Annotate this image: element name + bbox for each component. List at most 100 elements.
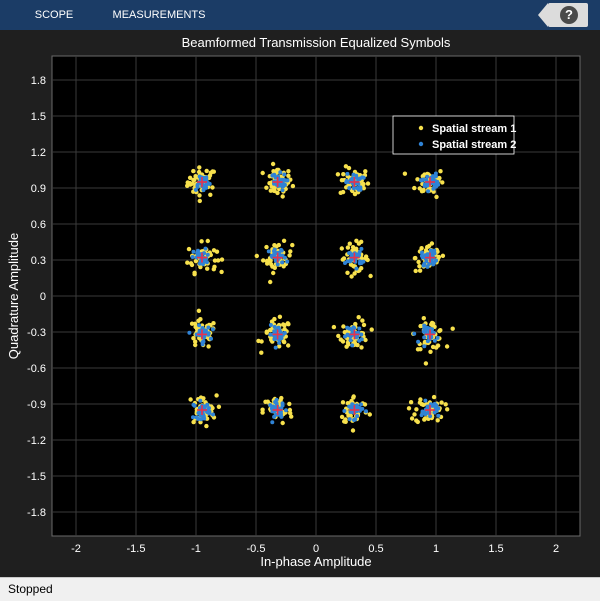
data-point-stream2 [428,414,433,419]
data-point-stream1 [415,177,420,182]
y-tick-label: -1.2 [27,435,46,447]
data-point-stream2 [342,409,347,413]
data-point-stream1 [206,344,211,349]
data-point-stream2 [273,412,278,417]
data-point-stream2 [347,404,352,409]
data-point-stream2 [205,252,210,257]
data-point-stream2 [206,325,211,330]
data-point-stream1 [444,344,450,349]
data-point-stream2 [356,177,361,182]
data-point-stream1 [267,181,272,186]
data-point-stream2 [359,246,364,251]
data-point-stream2 [193,187,198,192]
status-bar: Stopped [0,577,600,601]
data-point-stream1 [286,169,291,174]
data-point-stream2 [419,413,424,418]
data-point-stream2 [421,263,426,268]
data-point-stream2 [422,335,427,340]
data-point-stream1 [412,412,417,417]
x-axis-label: In-phase Amplitude [260,554,371,569]
data-point-stream1 [196,169,202,175]
data-point-stream2 [203,404,208,409]
data-point-stream1 [287,407,293,413]
data-point-stream1 [338,337,343,342]
data-point-stream1 [205,238,210,244]
data-point-stream1 [438,169,443,174]
data-point-stream2 [418,178,423,183]
data-point-stream2 [433,171,438,176]
data-point-stream2 [430,259,435,264]
data-point-stream2 [357,338,362,343]
data-point-stream1 [430,321,436,326]
legend[interactable]: Spatial stream 1 Spatial stream 2 [392,115,516,155]
data-point-stream2 [272,249,276,254]
tab-measurements[interactable]: MEASUREMENTS [112,9,206,21]
data-point-stream2 [197,323,202,328]
data-point-stream1 [367,412,372,417]
data-point-stream2 [196,248,200,253]
data-point-stream2 [273,175,278,180]
data-point-stream1 [414,407,419,412]
data-point-stream1 [351,394,356,399]
data-point-stream1 [196,318,201,323]
y-tick-label: -1.8 [27,507,46,519]
legend-label-stream2: Spatial stream 2 [432,139,516,151]
data-point-stream2 [200,342,205,347]
toolbar: SCOPE MEASUREMENTS ? [0,0,600,30]
data-point-stream1 [269,262,274,267]
data-point-stream1 [193,339,198,344]
data-point-stream1 [264,244,269,250]
data-point-stream1 [368,273,373,279]
data-point-stream2 [347,186,352,191]
data-point-stream1 [191,419,196,425]
data-point-stream2 [348,409,353,414]
data-point-stream2 [423,398,428,403]
tab-scope[interactable]: SCOPE [34,9,74,21]
data-point-stream2 [347,326,352,331]
data-point-stream1 [197,198,202,204]
data-point-stream1 [431,189,436,194]
help-button[interactable]: ? [538,3,588,27]
data-point-stream1 [286,173,291,178]
data-point-stream1 [421,316,426,321]
data-point-stream1 [419,402,424,407]
data-point-stream1 [406,406,412,411]
data-point-stream1 [263,399,268,404]
data-point-stream2 [412,331,417,336]
data-point-stream1 [361,322,367,328]
data-point-stream1 [268,188,273,193]
y-tick-label: -0.3 [27,327,46,339]
data-point-stream2 [279,248,284,253]
data-point-stream2 [272,334,277,339]
data-point-stream1 [402,171,408,176]
data-point-stream1 [409,416,415,421]
data-point-stream2 [347,251,352,256]
data-point-stream1 [214,393,219,398]
data-point-stream1 [193,258,199,264]
data-point-stream1 [277,344,282,349]
data-point-stream1 [362,402,368,407]
data-point-stream1 [363,337,368,343]
data-point-stream1 [287,253,292,258]
data-point-stream1 [191,336,196,341]
data-point-stream2 [191,249,196,254]
data-point-stream1 [201,396,206,401]
y-tick-label: 1.8 [31,75,46,87]
data-point-stream1 [271,169,276,174]
data-point-stream1 [434,345,439,350]
data-point-stream2 [196,416,201,421]
data-point-stream1 [349,274,354,279]
reference-markers [197,177,435,415]
data-point-stream1 [425,244,430,250]
data-point-stream2 [347,417,352,422]
data-point-stream1 [352,191,358,197]
data-point-stream2 [351,172,356,177]
data-point-stream2 [278,170,283,175]
data-point-stream2 [347,180,352,184]
data-point-stream1 [261,258,266,263]
y-tick-label: 1.5 [31,111,46,123]
data-point-stream2 [354,266,359,271]
data-point-stream2 [359,332,364,337]
data-point-stream2 [273,345,278,350]
legend-box [392,115,515,155]
